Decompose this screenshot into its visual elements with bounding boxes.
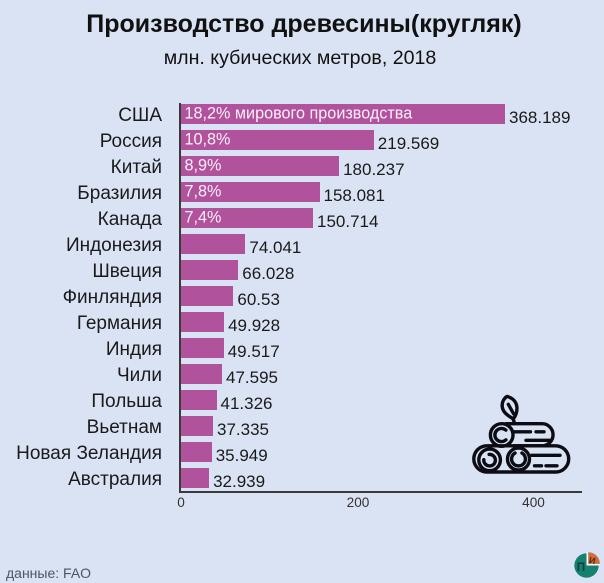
svg-text:П: П — [577, 561, 585, 574]
svg-text:И: И — [588, 555, 596, 566]
